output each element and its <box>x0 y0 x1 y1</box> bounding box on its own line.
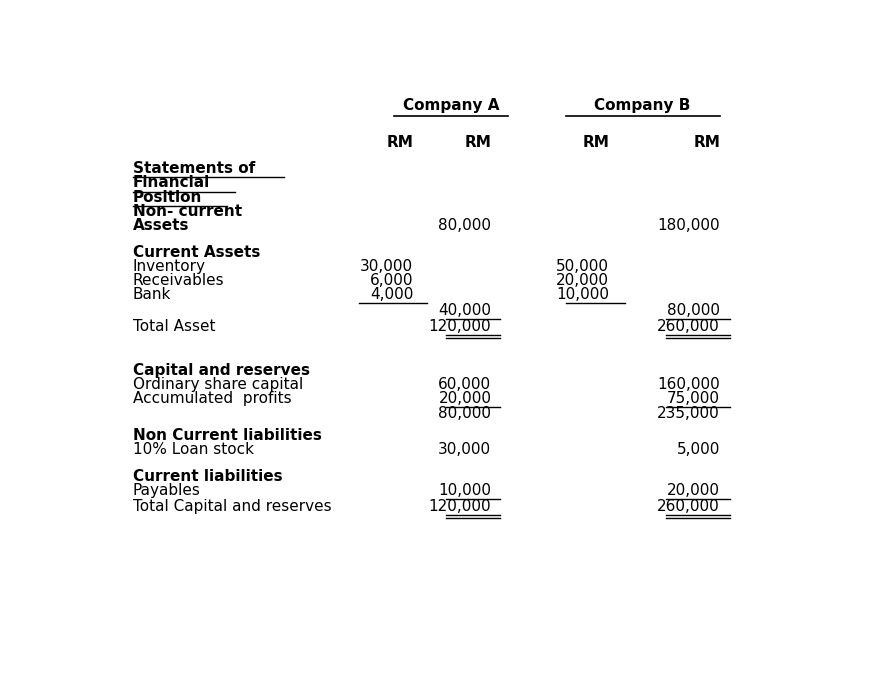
Text: 160,000: 160,000 <box>657 377 720 392</box>
Text: 80,000: 80,000 <box>438 406 492 421</box>
Text: 10,000: 10,000 <box>438 483 492 498</box>
Text: RM: RM <box>386 135 413 150</box>
Text: Total Capital and reserves: Total Capital and reserves <box>132 499 331 514</box>
Text: 80,000: 80,000 <box>667 303 720 318</box>
Text: 120,000: 120,000 <box>429 319 492 334</box>
Text: Company A: Company A <box>403 99 500 114</box>
Text: 80,000: 80,000 <box>438 218 492 233</box>
Text: Bank: Bank <box>132 288 171 303</box>
Text: Ordinary share capital: Ordinary share capital <box>132 377 303 392</box>
Text: Receivables: Receivables <box>132 273 224 288</box>
Text: 20,000: 20,000 <box>556 273 609 288</box>
Text: 40,000: 40,000 <box>438 303 492 318</box>
Text: 50,000: 50,000 <box>556 259 609 274</box>
Text: 5,000: 5,000 <box>677 443 720 458</box>
Text: Current liabilities: Current liabilities <box>132 469 283 483</box>
Text: 20,000: 20,000 <box>438 391 492 406</box>
Text: 10% Loan stock: 10% Loan stock <box>132 443 254 458</box>
Text: 20,000: 20,000 <box>667 483 720 498</box>
Text: 120,000: 120,000 <box>429 499 492 514</box>
Text: 30,000: 30,000 <box>438 443 492 458</box>
Text: Current Assets: Current Assets <box>132 245 260 260</box>
Text: 60,000: 60,000 <box>438 377 492 392</box>
Text: Inventory: Inventory <box>132 259 206 274</box>
Text: 30,000: 30,000 <box>360 259 413 274</box>
Text: Assets: Assets <box>132 218 189 233</box>
Text: Non- current: Non- current <box>132 203 241 219</box>
Text: RM: RM <box>582 135 609 150</box>
Text: 235,000: 235,000 <box>657 406 720 421</box>
Text: Capital and reserves: Capital and reserves <box>132 363 309 378</box>
Text: Company B: Company B <box>594 99 690 114</box>
Text: Statements of: Statements of <box>132 161 255 176</box>
Text: Financial: Financial <box>132 175 210 190</box>
Text: Total Asset: Total Asset <box>132 319 215 334</box>
Text: 10,000: 10,000 <box>556 288 609 303</box>
Text: 6,000: 6,000 <box>369 273 413 288</box>
Text: Accumulated  profits: Accumulated profits <box>132 391 291 406</box>
Text: 260,000: 260,000 <box>657 499 720 514</box>
Text: Payables: Payables <box>132 483 200 498</box>
Text: 4,000: 4,000 <box>370 288 413 303</box>
Text: RM: RM <box>693 135 720 150</box>
Text: Non Current liabilities: Non Current liabilities <box>132 428 322 443</box>
Text: Position: Position <box>132 190 202 205</box>
Text: 180,000: 180,000 <box>657 218 720 233</box>
Text: 75,000: 75,000 <box>667 391 720 406</box>
Text: 260,000: 260,000 <box>657 319 720 334</box>
Text: RM: RM <box>465 135 492 150</box>
